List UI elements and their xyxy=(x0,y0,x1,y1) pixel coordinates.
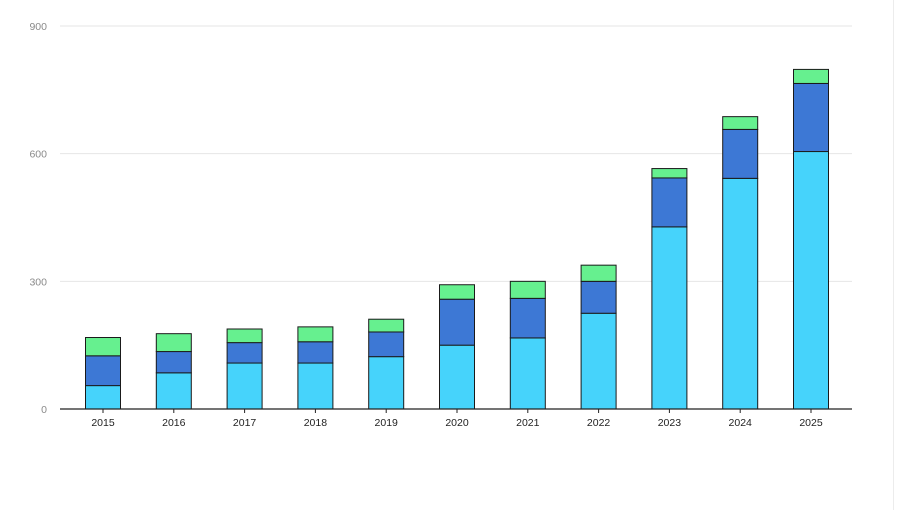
bar-2021-segment-3 xyxy=(509,280,546,299)
bar-2016-segment-2 xyxy=(155,351,192,374)
bar-2019-segment-2 xyxy=(368,331,405,358)
bar-2020-segment-1 xyxy=(439,344,475,410)
bar-2022-segment-2 xyxy=(580,280,617,314)
x-tick-label-2017: 2017 xyxy=(233,417,257,429)
bar-2016-segment-3 xyxy=(155,333,192,353)
bar-2022-segment-3 xyxy=(580,264,617,282)
bar-2023-segment-1 xyxy=(651,226,688,410)
bar-2022-segment-1 xyxy=(580,312,617,410)
bar-2015-segment-3 xyxy=(85,337,121,357)
bar-2021-segment-1 xyxy=(509,337,546,410)
bar-2016-segment-1 xyxy=(155,372,192,410)
bar-2024-segment-3 xyxy=(722,116,759,130)
bars xyxy=(85,68,829,410)
bar-2020-segment-3 xyxy=(439,284,475,300)
tick-labels: 0 300 600 900 2015 2016 2017 2018 2019 2020 2021 20… xyxy=(29,21,822,429)
bar-2024-segment-2 xyxy=(722,128,759,179)
bar-2018-segment-3 xyxy=(297,326,334,343)
panel-divider xyxy=(893,0,894,510)
x-tick-label-2025: 2025 xyxy=(799,417,823,429)
x-tick-label-2022: 2022 xyxy=(587,417,611,429)
x-tick-label-2023: 2023 xyxy=(658,417,682,429)
y-tick-label-900: 900 xyxy=(29,21,47,33)
bar-2019-segment-3 xyxy=(368,318,405,333)
x-tick-label-2016: 2016 xyxy=(162,417,186,429)
axes xyxy=(60,408,852,413)
bar-2021-segment-2 xyxy=(509,297,546,339)
bar-2018-segment-1 xyxy=(297,362,334,410)
bar-2017-segment-2 xyxy=(226,342,263,364)
bar-2023-segment-3 xyxy=(651,168,688,179)
x-tick-label-2020: 2020 xyxy=(445,417,469,429)
y-tick-label-300: 300 xyxy=(29,276,47,288)
bar-2017-segment-1 xyxy=(226,362,263,410)
x-tick-label-2015: 2015 xyxy=(91,417,115,429)
x-tick-label-2024: 2024 xyxy=(729,417,753,429)
bar-2025-segment-1 xyxy=(793,151,829,410)
gridlines xyxy=(60,25,852,282)
x-tick-label-2019: 2019 xyxy=(375,417,399,429)
y-tick-label-0: 0 xyxy=(41,404,47,416)
bar-2020-segment-2 xyxy=(439,298,475,346)
x-tick-label-2021: 2021 xyxy=(516,417,540,429)
x-tick-label-2018: 2018 xyxy=(304,417,328,429)
bar-2015-segment-1 xyxy=(85,385,121,410)
y-tick-label-600: 600 xyxy=(29,149,47,161)
bar-2025-segment-2 xyxy=(793,82,829,153)
bar-2015-segment-2 xyxy=(85,355,121,387)
bar-2024-segment-1 xyxy=(722,177,759,410)
bar-2018-segment-2 xyxy=(297,341,334,364)
bar-2025-segment-3 xyxy=(793,68,829,84)
bar-2019-segment-1 xyxy=(368,356,405,410)
bar-2023-segment-2 xyxy=(651,177,688,228)
bar-2017-segment-3 xyxy=(226,328,263,344)
